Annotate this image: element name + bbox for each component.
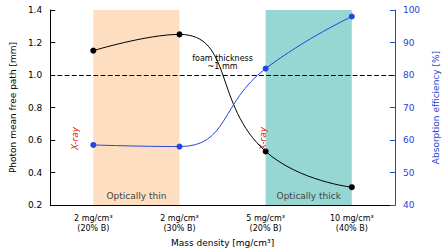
svg-text:0.2: 0.2 <box>28 200 42 210</box>
svg-text:1.2: 1.2 <box>28 38 42 48</box>
svg-text:5 mg/cm³: 5 mg/cm³ <box>246 214 285 223</box>
svg-text:(40% B): (40% B) <box>336 224 368 233</box>
svg-text:foam thickness: foam thickness <box>192 53 253 63</box>
svg-text:(20% B): (20% B) <box>77 224 109 233</box>
svg-text:100: 100 <box>403 5 420 15</box>
svg-text:90: 90 <box>403 38 415 48</box>
svg-text:X-ray: X-ray <box>258 126 268 151</box>
svg-text:Photon mean free path [mm]: Photon mean free path [mm] <box>8 42 18 173</box>
svg-text:1.0: 1.0 <box>28 70 43 80</box>
svg-text:Optically thin: Optically thin <box>106 191 166 201</box>
svg-text:1.4: 1.4 <box>28 5 43 15</box>
svg-text:0.6: 0.6 <box>28 135 43 145</box>
svg-text:Absorption efficiency [%]: Absorption efficiency [%] <box>431 51 441 164</box>
svg-text:70: 70 <box>403 103 415 113</box>
svg-text:0.8: 0.8 <box>28 103 43 113</box>
svg-text:50: 50 <box>403 168 415 178</box>
svg-text:2 mg/cm³: 2 mg/cm³ <box>160 214 199 223</box>
svg-text:(30% B): (30% B) <box>163 224 195 233</box>
svg-text:(20% B): (20% B) <box>250 224 282 233</box>
svg-text:40: 40 <box>403 200 415 210</box>
svg-text:2 mg/cm³: 2 mg/cm³ <box>74 214 113 223</box>
svg-text:X-ray: X-ray <box>70 126 80 151</box>
svg-text:60: 60 <box>403 135 415 145</box>
svg-text:80: 80 <box>403 70 415 80</box>
svg-text:10 mg/cm³: 10 mg/cm³ <box>330 214 374 223</box>
svg-text:Mass density [mg/cm³]: Mass density [mg/cm³] <box>171 238 274 248</box>
svg-text:Optically thick: Optically thick <box>277 191 342 201</box>
svg-text:0.4: 0.4 <box>28 168 43 178</box>
svg-text:~1 mm: ~1 mm <box>208 62 238 71</box>
